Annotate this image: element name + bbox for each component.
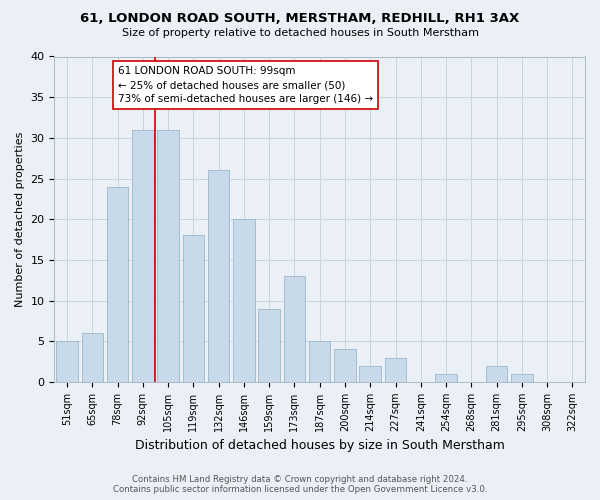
Text: Contains HM Land Registry data © Crown copyright and database right 2024.
Contai: Contains HM Land Registry data © Crown c… xyxy=(113,474,487,494)
Bar xyxy=(157,130,179,382)
Bar xyxy=(82,333,103,382)
Bar xyxy=(486,366,508,382)
Bar xyxy=(208,170,229,382)
Bar xyxy=(259,308,280,382)
Bar xyxy=(233,219,254,382)
Bar xyxy=(334,350,356,382)
Bar xyxy=(107,186,128,382)
Bar xyxy=(359,366,381,382)
Y-axis label: Number of detached properties: Number of detached properties xyxy=(15,132,25,307)
Bar xyxy=(309,342,331,382)
Bar xyxy=(56,342,78,382)
Bar xyxy=(435,374,457,382)
Bar xyxy=(284,276,305,382)
X-axis label: Distribution of detached houses by size in South Merstham: Distribution of detached houses by size … xyxy=(135,440,505,452)
Text: 61 LONDON ROAD SOUTH: 99sqm
← 25% of detached houses are smaller (50)
73% of sem: 61 LONDON ROAD SOUTH: 99sqm ← 25% of det… xyxy=(118,66,373,104)
Bar xyxy=(385,358,406,382)
Bar xyxy=(182,236,204,382)
Text: 61, LONDON ROAD SOUTH, MERSTHAM, REDHILL, RH1 3AX: 61, LONDON ROAD SOUTH, MERSTHAM, REDHILL… xyxy=(80,12,520,26)
Bar xyxy=(132,130,154,382)
Bar xyxy=(511,374,533,382)
Text: Size of property relative to detached houses in South Merstham: Size of property relative to detached ho… xyxy=(121,28,479,38)
